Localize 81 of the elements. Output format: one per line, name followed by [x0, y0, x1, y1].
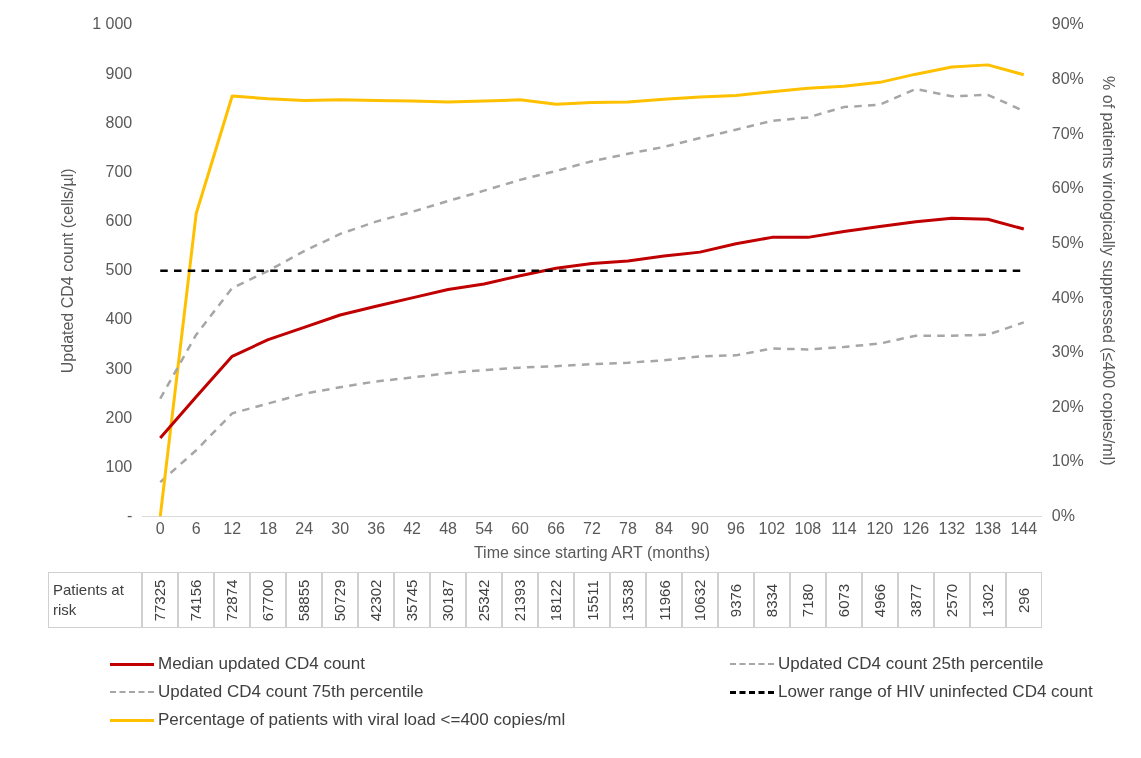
x-tick-label: 36	[367, 519, 386, 537]
legend-label: Median updated CD4 count	[158, 654, 365, 674]
text: 50729	[331, 579, 349, 621]
x-tick-label: 102	[758, 519, 786, 537]
y2-tick-label: 60%	[1051, 179, 1084, 197]
x-tick-label: 90	[691, 519, 709, 537]
y2-tick-label: 90%	[1051, 15, 1084, 33]
x-tick-label: 120	[866, 519, 894, 537]
x-tick-label: 138	[974, 519, 1002, 537]
y-tick-label: 900	[105, 64, 133, 82]
text: 74156	[187, 579, 205, 621]
x-tick-label: 12	[223, 519, 242, 537]
y2-tick-label: 0%	[1051, 507, 1075, 525]
text: 58855	[295, 579, 313, 621]
x-tick-label: 108	[794, 519, 822, 537]
text: 72874	[223, 579, 241, 621]
text: 42302	[367, 579, 385, 621]
y2-tick-label: 10%	[1051, 452, 1084, 470]
y2-axis-title: % of patients virologically suppressed (≤400 copies/ml)	[1099, 76, 1117, 466]
y2-tick-label: 40%	[1051, 288, 1084, 306]
y2-tick-label: 50%	[1051, 233, 1084, 251]
text: 15511	[583, 579, 601, 621]
text: 7180	[799, 583, 817, 617]
y-tick-label: 600	[105, 212, 133, 230]
y-tick-label: 400	[105, 310, 133, 328]
y-tick-label: 500	[105, 261, 133, 279]
x-tick-label: 18	[259, 519, 278, 537]
text: 77325	[151, 579, 169, 621]
text: 3877	[907, 583, 925, 617]
x-tick-label: 144	[1010, 519, 1038, 537]
x-tick-label: 6	[191, 519, 201, 537]
x-tick-label: 0	[155, 519, 165, 537]
x-tick-label: 24	[295, 519, 314, 537]
text: 296	[1015, 587, 1033, 613]
x-tick-label: 126	[902, 519, 930, 537]
text: Patients at risk	[48, 572, 143, 628]
y2-tick-label: 20%	[1051, 397, 1084, 415]
legend-label: Updated CD4 count 75th percentile	[158, 682, 424, 702]
y-tick-label: -	[126, 507, 133, 525]
x-tick-label: 30	[331, 519, 350, 537]
text: 35745	[403, 579, 421, 621]
x-tick-label: 132	[938, 519, 966, 537]
line-series	[158, 321, 1026, 484]
text: 8334	[763, 583, 781, 617]
y-tick-label: 200	[105, 408, 133, 426]
text: 10632	[691, 579, 709, 621]
text: 9376	[727, 583, 745, 617]
y-tick-label: 100	[105, 457, 133, 475]
x-tick-label: 84	[655, 519, 673, 537]
y2-tick-label: 30%	[1051, 343, 1084, 361]
x-tick-label: 66	[547, 519, 566, 537]
legend-label: Lower range of HIV uninfected CD4 count	[778, 682, 1093, 702]
text: 4966	[871, 583, 889, 617]
y-tick-label: 700	[105, 162, 133, 180]
legend-label: Updated CD4 count 25th percentile	[778, 654, 1044, 674]
text: 11966	[655, 579, 673, 621]
y-tick-label: 300	[105, 359, 133, 377]
x-axis-title: Time since starting ART (months)	[473, 543, 711, 561]
legend-label: Percentage of patients with viral load <=400 copies/ml	[158, 710, 566, 730]
x-tick-label: 78	[619, 519, 637, 537]
x-tick-label: 96	[727, 519, 745, 537]
x-tick-label: 72	[583, 519, 602, 537]
x-tick-label: 60	[511, 519, 530, 537]
text: 1302	[979, 583, 997, 617]
y-tick-label: 1 000	[92, 15, 133, 33]
x-tick-label: 54	[475, 519, 494, 537]
text: 25342	[475, 579, 493, 621]
text: 6073	[835, 583, 853, 617]
y2-tick-label: 70%	[1051, 124, 1084, 142]
text: 18122	[547, 579, 565, 621]
y-tick-label: 800	[105, 113, 133, 131]
x-tick-label: 42	[403, 519, 422, 537]
y-axis-title: Updated CD4 count (cells/µl)	[59, 168, 77, 374]
x-tick-label: 48	[439, 519, 458, 537]
text: 21393	[511, 579, 529, 621]
text: 2570	[943, 583, 961, 617]
text: 30187	[439, 579, 457, 621]
text: 13538	[619, 579, 637, 621]
x-tick-label: 114	[831, 519, 857, 537]
y2-tick-label: 80%	[1051, 70, 1084, 88]
text: 67700	[259, 579, 277, 621]
